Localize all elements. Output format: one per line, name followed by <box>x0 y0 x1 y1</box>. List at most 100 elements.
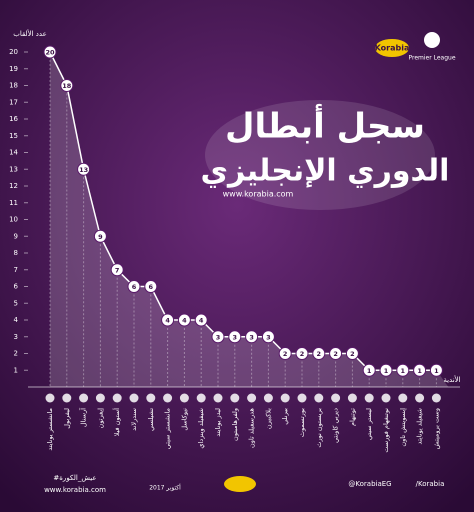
point <box>127 280 141 293</box>
chart-title: سجل أبطال <box>225 104 425 147</box>
point <box>93 229 107 243</box>
point <box>211 330 225 344</box>
x-tick-label: مانشستر سيتي <box>164 408 172 449</box>
club-icon <box>62 393 72 403</box>
point <box>312 347 326 360</box>
brand: Korabia <box>375 44 410 53</box>
x-tick-label: وست بروميتش <box>432 408 440 449</box>
footer-hashtag: #عيش_الكورة <box>53 474 96 482</box>
y-tick-label: 11 <box>9 199 18 207</box>
x-tick-label: إيفرتون <box>96 408 104 429</box>
x-tick-label: هدرسفيلد تاون <box>248 407 256 448</box>
club-icon <box>398 393 408 403</box>
y-tick-label: 20 <box>9 48 18 56</box>
club-icon <box>112 393 122 403</box>
y-tick-label: 18 <box>9 82 18 90</box>
club-icon <box>347 393 357 403</box>
club-icon <box>431 393 441 403</box>
y-tick-label: 3 <box>14 333 18 341</box>
club-icon <box>146 393 156 403</box>
club-icon <box>179 393 189 403</box>
league-name: Premier League <box>408 55 455 62</box>
footer-facebook: /Korabia <box>416 480 445 488</box>
value-label: 13 <box>79 166 88 174</box>
x-tick-label: ليفربول <box>63 408 71 429</box>
brand-badge <box>375 39 409 57</box>
website: www.korabia.com <box>223 190 294 199</box>
footer-twitter: @KorabiaEG <box>348 480 391 488</box>
y-tick-label: 4 <box>14 316 19 324</box>
area-fill <box>50 52 449 387</box>
y-tick-label: 6 <box>14 283 19 291</box>
footer-badge <box>224 476 256 492</box>
club-icon <box>129 393 139 403</box>
point <box>194 313 208 327</box>
point <box>144 280 158 293</box>
x-tick-label: سندرلاند <box>130 408 138 431</box>
value-label: 2 <box>317 350 322 358</box>
point <box>261 330 275 344</box>
value-label: 4 <box>182 317 187 325</box>
point <box>228 330 242 344</box>
point <box>396 363 410 377</box>
x-tick-label: توتنهام <box>348 408 356 426</box>
x-tick-label: نيوكاسل <box>180 408 188 431</box>
x-tick-label: ديربي كاونتي <box>332 408 340 443</box>
value-label: 7 <box>115 266 120 274</box>
x-tick-label: بلاكبيرن <box>264 408 272 429</box>
value-label: 2 <box>333 350 338 358</box>
value-label: 18 <box>62 82 72 90</box>
y-tick-label: 1 <box>14 366 18 374</box>
x-tick-label: مانشستر يونايتد <box>46 408 54 451</box>
value-label: 4 <box>199 317 204 325</box>
value-label: 1 <box>384 367 389 375</box>
y-tick-label: 14 <box>9 149 18 157</box>
value-label: 6 <box>149 283 154 291</box>
y-tick-label: 12 <box>9 182 18 190</box>
club-icon <box>364 393 374 403</box>
chart-subtitle: الدوري الإنجليزي <box>201 154 450 189</box>
title-glow <box>205 100 435 210</box>
value-label: 3 <box>266 333 271 341</box>
point <box>60 79 74 92</box>
point <box>278 347 292 360</box>
x-tick-label: ليستر سيتي <box>365 408 373 440</box>
x-tick-label: إبسويتش تاون <box>399 408 407 447</box>
x-tick-label: شيفيلد وينزداي <box>197 408 205 449</box>
club-icon <box>314 393 324 403</box>
point <box>329 347 343 360</box>
point <box>362 363 376 377</box>
club-icon <box>95 393 105 403</box>
footer-date: أكتوبر 2017 <box>149 484 181 492</box>
x-axis-label: الأندية <box>443 375 460 384</box>
y-tick-label: 9 <box>14 232 18 240</box>
value-label: 1 <box>434 367 439 375</box>
club-icon <box>163 393 173 403</box>
value-label: 2 <box>300 350 305 358</box>
x-tick-label: تشيلسي <box>147 408 155 431</box>
y-tick-label: 13 <box>9 165 18 173</box>
x-tick-label: نوتنغهام فورست <box>382 408 390 453</box>
x-tick-label: أستون فيلا <box>112 408 121 437</box>
club-icon <box>45 393 55 403</box>
club-icon <box>213 393 223 403</box>
x-tick-label: ليدز يونايتد <box>214 408 222 437</box>
point <box>413 363 427 377</box>
point <box>77 162 91 176</box>
value-label: 4 <box>165 317 170 325</box>
y-tick-label: 16 <box>9 115 18 123</box>
value-label: 1 <box>401 367 406 375</box>
y-tick-label: 19 <box>9 65 18 73</box>
y-tick-label: 7 <box>14 266 18 274</box>
y-axis-label: عدد الألقاب <box>13 29 47 38</box>
club-icon <box>381 393 391 403</box>
club-icon <box>196 393 206 403</box>
value-label: 3 <box>249 333 254 341</box>
x-tick-label: بيرنلي <box>281 408 289 425</box>
club-icon <box>331 393 341 403</box>
point <box>295 347 309 360</box>
value-label: 2 <box>283 350 288 358</box>
league-logo <box>424 32 440 48</box>
